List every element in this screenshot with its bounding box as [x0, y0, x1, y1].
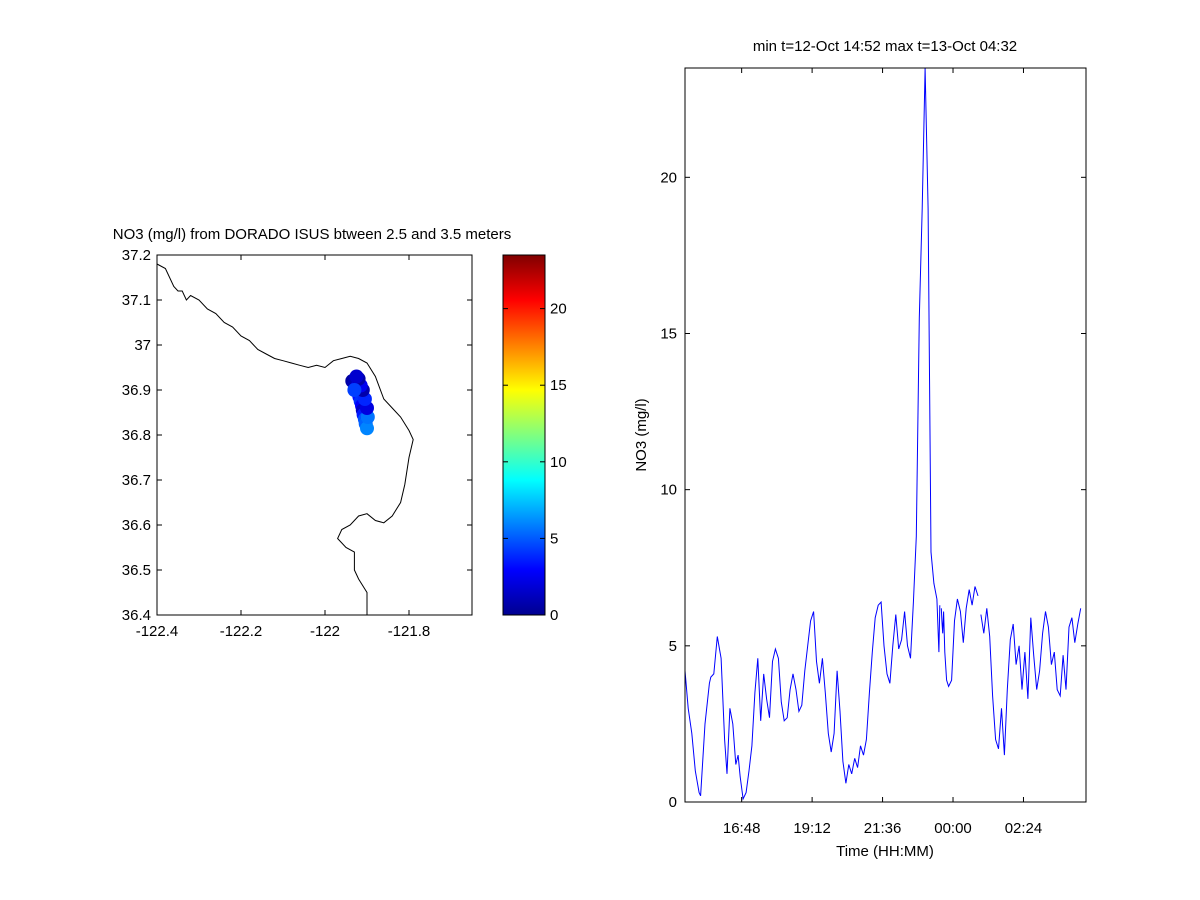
coastline	[157, 263, 414, 615]
timeseries-y-tick-label: 5	[669, 638, 677, 655]
map-y-tick-label: 37	[134, 337, 151, 354]
map-panel: NO3 (mg/l) from DORADO ISUS btween 2.5 a…	[113, 226, 511, 640]
timeseries-panel: min t=12-Oct 14:52 max t=13-Oct 04:32 16…	[633, 38, 1087, 860]
map-plot-background	[157, 255, 472, 615]
timeseries-x-tick-label: 21:36	[864, 820, 902, 837]
timeseries-axes-frame	[684, 67, 1087, 803]
map-data-points-layer	[345, 369, 375, 436]
timeseries-y-tick-label: 15	[660, 325, 677, 342]
timeseries-y-label: NO3 (mg/l)	[633, 398, 650, 471]
colorbar-axis: 0 5 10 15 20	[503, 301, 567, 624]
map-x-tick-label: -122.4	[136, 623, 179, 640]
timeseries-x-tick-label: 00:00	[934, 820, 972, 837]
map-data-point	[347, 383, 362, 397]
colorbar: 0 5 10 15 20	[502, 254, 567, 624]
map-y-tick-label: 36.8	[122, 427, 151, 444]
timeseries-x-axis: 16:48 19:12 21:36 00:00 02:24	[723, 68, 1042, 837]
map-y-tick-label: 36.7	[122, 472, 151, 489]
timeseries-x-tick-label: 02:24	[1005, 820, 1043, 837]
map-x-tick-label: -122	[310, 623, 340, 640]
map-y-tick-label: 37.1	[122, 292, 151, 309]
timeseries-y-axis: 0 5 10 15 20	[660, 169, 1086, 811]
map-title: NO3 (mg/l) from DORADO ISUS btween 2.5 a…	[113, 226, 511, 243]
map-coastline-layer	[157, 263, 414, 615]
map-y-tick-label: 36.4	[122, 607, 151, 624]
no3-series-line	[685, 68, 1082, 801]
map-y-tick-label: 36.5	[122, 562, 151, 579]
timeseries-line-layer	[685, 68, 1082, 801]
map-x-tick-label: -121.8	[388, 623, 431, 640]
map-y-tick-label: 36.6	[122, 517, 151, 534]
colorbar-tick-label: 20	[550, 301, 567, 318]
colorbar-tick-label: 0	[550, 607, 558, 624]
colorbar-tick-label: 10	[550, 454, 567, 471]
timeseries-x-tick-label: 19:12	[793, 820, 831, 837]
timeseries-y-tick-label: 0	[669, 794, 677, 811]
map-data-point	[349, 369, 364, 384]
timeseries-title: min t=12-Oct 14:52 max t=13-Oct 04:32	[753, 38, 1017, 55]
map-y-axis: 37.2 37.1 37 36.9 36.8 36.7 36.6 36.5 36.4	[122, 247, 472, 624]
timeseries-x-tick-label: 16:48	[723, 820, 761, 837]
timeseries-y-tick-label: 20	[660, 169, 677, 186]
colorbar-tick-label: 15	[550, 377, 567, 394]
map-x-tick-label: -122.2	[220, 623, 263, 640]
colorbar-tick-label: 5	[550, 530, 558, 547]
colorbar-gradient	[502, 254, 546, 616]
timeseries-x-label: Time (HH:MM)	[836, 843, 934, 860]
map-x-axis: -122.4 -122.2 -122 -121.8	[136, 255, 431, 640]
timeseries-y-tick-label: 10	[660, 482, 677, 499]
timeseries-plot-background	[685, 68, 1086, 802]
map-data-point	[360, 421, 374, 436]
map-y-tick-label: 36.9	[122, 382, 151, 399]
map-y-tick-label: 37.2	[122, 247, 151, 264]
